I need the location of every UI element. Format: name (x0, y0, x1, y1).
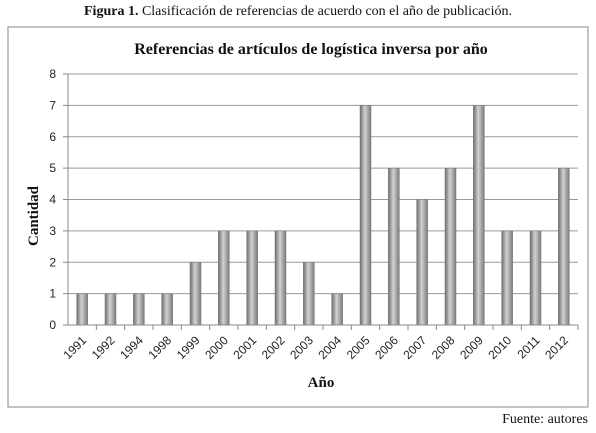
figure-caption-text: Clasificación de referencias de acuerdo … (141, 4, 512, 19)
x-axis-label: Año (308, 375, 335, 391)
bar-2001 (246, 230, 258, 326)
y-tick-labels: 0 1 2 3 4 5 6 7 8 (49, 67, 56, 332)
grid-lines (68, 73, 578, 295)
bar-2004 (331, 293, 343, 326)
x-tick-labels: 1991 1992 1994 1998 1999 2000 2001 2002 2003 2004… (61, 325, 579, 362)
y-tick-label: 3 (49, 224, 56, 238)
bar-2007 (416, 199, 428, 326)
bar-2011 (529, 230, 542, 326)
y-tick-label: 7 (49, 98, 56, 112)
bar-2009 (473, 105, 485, 326)
bar-1999 (189, 262, 202, 326)
y-tick-label: 0 (49, 318, 56, 332)
bar-2002 (274, 230, 287, 326)
chart-title: Referencias de artículos de logística in… (134, 41, 488, 58)
y-tick-label: 4 (49, 193, 56, 207)
bar-2003 (303, 262, 315, 326)
figure-caption-label: Figura 1. (84, 4, 139, 19)
bar-1991 (76, 293, 88, 326)
bar-2000 (218, 230, 230, 326)
y-tick-label: 6 (49, 130, 56, 144)
bar-2012 (558, 167, 570, 326)
bar-1994 (133, 293, 145, 326)
bar-1992 (104, 293, 117, 326)
y-tick-label: 5 (49, 161, 56, 175)
y-tick-label: 1 (49, 287, 56, 301)
figure-caption: Figura 1. Clasificación de referencias d… (0, 4, 596, 20)
y-tick-label: 8 (49, 67, 56, 81)
bar-2008 (444, 167, 457, 326)
y-axis-label: Cantidad (26, 185, 42, 246)
bar-2005 (359, 105, 372, 326)
chart-frame (7, 26, 589, 408)
bar-2010 (501, 230, 513, 326)
bar-2006 (388, 167, 400, 326)
bar-1998 (161, 293, 173, 326)
y-tick-label: 2 (49, 255, 56, 269)
source-note: Fuente: autores (502, 412, 588, 427)
